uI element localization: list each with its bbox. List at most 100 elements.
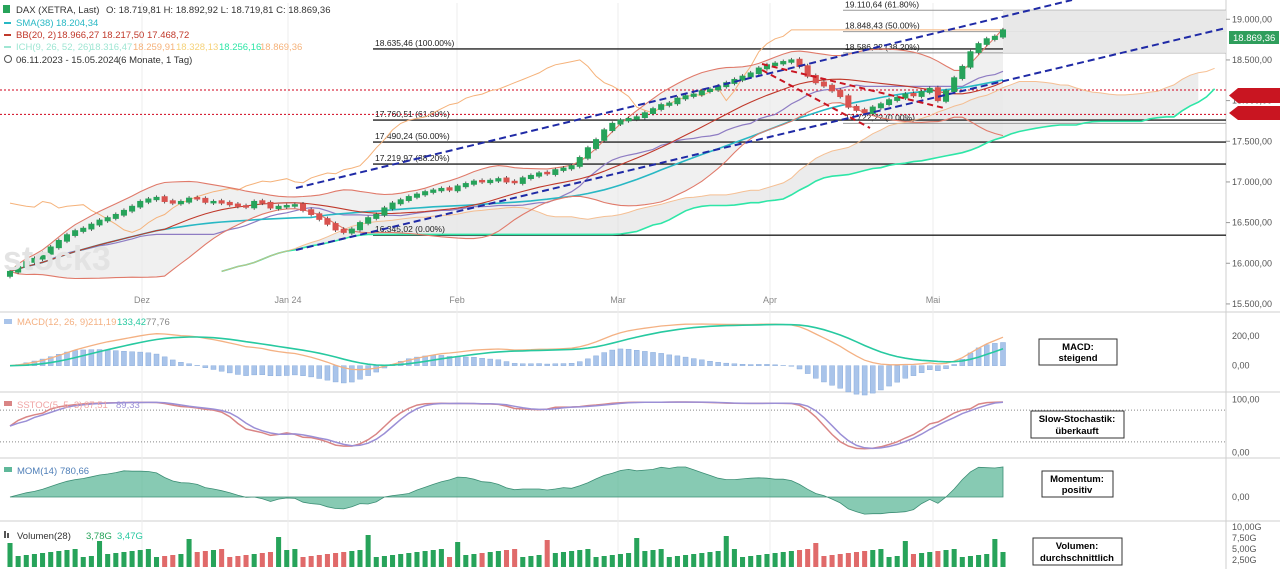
volume-bar — [773, 553, 778, 567]
macd-histogram-bar — [756, 364, 761, 365]
macd-axis-label: 0,00 — [1232, 361, 1250, 371]
price-axis-label: 16.500,00 — [1232, 218, 1272, 228]
candle-body — [976, 44, 981, 53]
candle-body — [821, 82, 826, 86]
price-axis-label: 15.500,00 — [1232, 299, 1272, 309]
volume-bar — [756, 555, 761, 567]
fib-level-label: 18.586,22 (38.20%) — [845, 42, 920, 52]
momentum-area — [10, 467, 1003, 514]
stoch-status-box: Slow-Stochastik: überkauft — [1031, 411, 1124, 438]
volume-bar — [1000, 552, 1005, 567]
macd-histogram-bar — [244, 366, 249, 376]
macd-histogram-bar — [634, 350, 639, 365]
volume-bar — [121, 552, 126, 567]
volume-bar — [32, 554, 37, 567]
volume-bar — [699, 553, 704, 567]
volume-bar — [927, 552, 932, 567]
candle-body — [504, 178, 509, 182]
volume-bar — [732, 549, 737, 567]
macd-histogram-bar — [895, 366, 900, 383]
macd-histogram-bar — [162, 357, 167, 366]
candle-body — [496, 179, 501, 181]
candle-body — [480, 180, 485, 181]
volume-bar — [341, 552, 346, 567]
volume-bar — [105, 554, 110, 567]
macd-histogram-bar — [471, 357, 476, 365]
macd-histogram-bar — [577, 362, 582, 366]
mom-swatch-icon — [4, 467, 12, 472]
macd-histogram-bar — [748, 365, 753, 366]
candle-body — [300, 204, 305, 210]
volume-bar — [423, 551, 428, 567]
last-price-tag: 18.869,36 — [1229, 31, 1279, 44]
volume-bar — [610, 555, 615, 567]
macd-histogram-bar — [561, 364, 566, 366]
candle-body — [439, 188, 444, 190]
macd-histogram-bar — [178, 362, 183, 365]
macd-histogram-bar — [732, 364, 737, 366]
volume-bar — [903, 541, 908, 567]
volume-bar — [496, 551, 501, 567]
header-legend: DAX (XETRA, Last) O: 18.719,81 H: 18.892… — [3, 5, 330, 66]
fib-zone — [1003, 32, 1226, 53]
volume-bar — [414, 552, 419, 567]
macd-histogram-bar — [154, 354, 159, 366]
candle-body — [130, 206, 135, 211]
macd-histogram-bar — [911, 366, 916, 376]
macd-histogram-bar — [944, 366, 949, 369]
macd-histogram-bar — [203, 366, 208, 368]
mom-status-line-1: Momentum: — [1050, 474, 1104, 485]
mom-status-box: Momentum: positiv — [1042, 471, 1113, 497]
macd-histogram-bar — [878, 366, 883, 390]
volume-bar — [64, 550, 69, 567]
candle-body — [73, 231, 78, 236]
macd-histogram-bar — [683, 357, 688, 366]
volume-bar — [463, 555, 468, 567]
volume-bar — [260, 553, 265, 567]
volume-bar — [764, 554, 769, 567]
volume-bar — [740, 557, 745, 567]
candle-body — [667, 103, 672, 105]
candle-body — [1000, 30, 1005, 37]
fib-zone — [1003, 10, 1226, 31]
macd-histogram-bar — [650, 352, 655, 365]
volume-bar — [203, 551, 208, 567]
volume-axis-label: 2,50G — [1232, 555, 1257, 565]
ich-value-5: 18.869,36 — [260, 42, 302, 53]
volume-bar — [984, 554, 989, 567]
candle-body — [366, 218, 371, 224]
candle-body — [235, 204, 240, 206]
candle-body — [121, 210, 126, 215]
date-axis-label: Dez — [134, 295, 151, 305]
volume-bar — [594, 557, 599, 567]
volume-bar — [659, 549, 664, 567]
volume-value-1: 3,78G — [86, 531, 112, 542]
macd-status-line-1: MACD: — [1062, 342, 1094, 353]
macd-histogram-bar — [805, 366, 810, 374]
candle-body — [830, 85, 835, 91]
candle-body — [919, 92, 924, 97]
candle-body — [146, 199, 151, 202]
volume-bar — [227, 557, 232, 567]
volume-bar — [553, 553, 558, 567]
candle-body — [577, 158, 582, 167]
volume-bar — [846, 553, 851, 567]
candle-body — [512, 181, 517, 182]
price-axis-label: 18.500,00 — [1232, 55, 1272, 65]
candle-body — [105, 218, 110, 221]
macd-histogram-bar — [927, 366, 932, 370]
candle-body — [471, 181, 476, 184]
macd-histogram-bar — [610, 350, 615, 366]
volume-bar — [7, 543, 12, 567]
volume-bar — [178, 554, 183, 567]
volume-swatch-icon — [4, 531, 6, 538]
volume-bar — [585, 549, 590, 567]
macd-histogram-bar — [81, 350, 86, 366]
candle-body — [276, 206, 281, 208]
candle-body — [927, 88, 932, 92]
last-price-value: 18.869,36 — [1233, 33, 1275, 44]
candle-body — [854, 106, 859, 110]
candle-body — [170, 201, 175, 203]
macd-value-2: 133,42 — [117, 317, 146, 328]
volume-axis-label: 10,00G — [1232, 522, 1262, 532]
